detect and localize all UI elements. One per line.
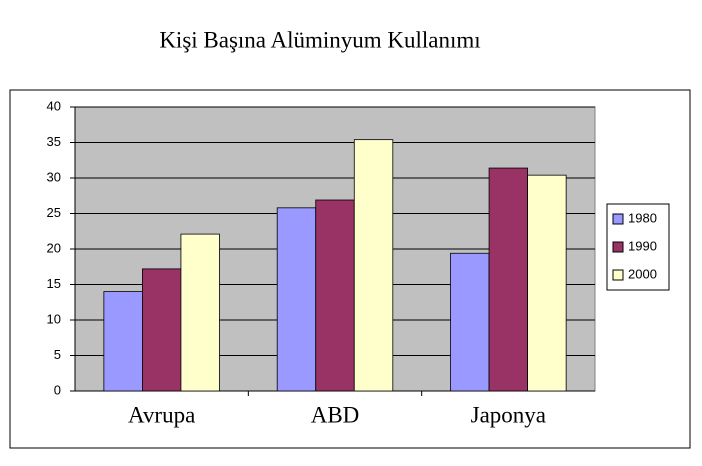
y-tick-label: 40 xyxy=(47,98,61,113)
legend-swatch xyxy=(612,269,624,281)
legend-label: 2000 xyxy=(628,266,657,281)
bar xyxy=(315,199,355,392)
bar xyxy=(353,139,394,392)
y-tick-label: 30 xyxy=(47,169,61,184)
y-tick-label: 15 xyxy=(47,276,61,291)
x-tick-label: Japonya xyxy=(471,402,546,427)
y-tick-label: 5 xyxy=(54,347,61,362)
x-tick-label: Avrupa xyxy=(128,402,195,427)
bar xyxy=(180,233,220,392)
chart-title: Kişi Başına Alüminyum Kullanımı xyxy=(159,27,480,52)
bar xyxy=(527,174,567,392)
y-tick-label: 10 xyxy=(47,311,61,326)
legend-label: 1990 xyxy=(628,238,657,253)
bar xyxy=(141,268,182,392)
legend-swatch xyxy=(612,241,624,253)
bar xyxy=(276,207,317,392)
chart-frame xyxy=(9,89,691,449)
bar xyxy=(450,252,490,392)
y-tick-label: 35 xyxy=(47,134,61,149)
x-tick-label: ABD xyxy=(311,402,360,427)
y-tick-label: 0 xyxy=(54,382,61,397)
bar xyxy=(103,291,143,392)
legend-swatch xyxy=(612,213,624,225)
y-tick-label: 20 xyxy=(47,240,61,255)
legend-label: 1980 xyxy=(628,210,657,225)
y-tick-label: 25 xyxy=(47,205,61,220)
bar xyxy=(488,167,529,392)
